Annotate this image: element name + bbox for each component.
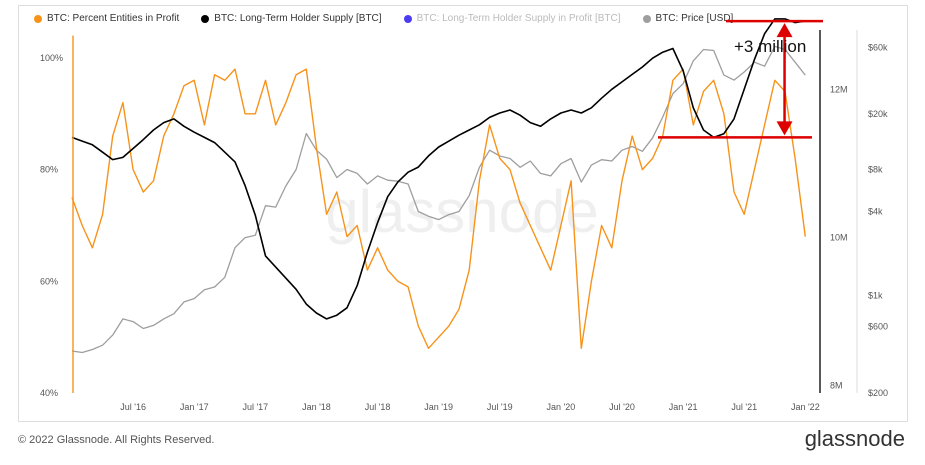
y-left-tick-label: 100% [40, 53, 63, 63]
x-tick-label: Jul '20 [609, 402, 635, 412]
chart-card [18, 5, 908, 422]
x-tick-label: Jul '18 [365, 402, 391, 412]
watermark-text: glassnode [325, 178, 599, 245]
legend-item-lth-supply-in-profit[interactable]: BTC: Long-Term Holder Supply in Profit [… [403, 13, 621, 24]
legend-item-percent-in-profit[interactable]: BTC: Percent Entities in Profit [34, 13, 179, 24]
x-tick-label: Jul '19 [487, 402, 513, 412]
series-line-supply [71, 18, 806, 320]
y-left-tick-label: 40% [40, 388, 58, 398]
y-left-tick-label: 60% [40, 276, 58, 286]
legend-dot-icon [642, 14, 651, 23]
y-supply-tick-label: 8M [830, 381, 843, 391]
annotation-arrow-up-icon [776, 23, 793, 38]
y-price-tick-label: $200 [868, 388, 888, 398]
legend-label: BTC: Price [USD] [655, 13, 734, 24]
x-tick-label: Jan '18 [302, 402, 331, 412]
legend-dot-icon [403, 14, 412, 23]
legend-label: BTC: Long-Term Holder Supply [BTC] [214, 13, 382, 24]
x-tick-label: Jul '17 [242, 402, 268, 412]
x-tick-label: Jul '16 [120, 402, 146, 412]
legend-dot-icon [34, 14, 42, 23]
legend-item-price[interactable]: BTC: Price [USD] [642, 13, 734, 24]
x-tick-label: Jan '21 [669, 402, 698, 412]
y-price-tick-label: $8k [868, 165, 883, 175]
x-tick-label: Jan '20 [547, 402, 576, 412]
y-price-tick-label: $20k [868, 109, 888, 119]
y-price-tick-label: $1k [868, 290, 883, 300]
x-tick-label: Jan '22 [791, 402, 820, 412]
copyright-text: © 2022 Glassnode. All Rights Reserved. [18, 434, 215, 446]
x-tick-label: Jan '17 [180, 402, 209, 412]
y-price-tick-label: $60k [868, 42, 888, 52]
y-price-tick-label: $4k [868, 207, 883, 217]
y-left-tick-label: 80% [40, 165, 58, 175]
annotation-label: +3 million [734, 37, 806, 56]
annotation-arrow-down-icon [776, 121, 793, 136]
legend-label: BTC: Percent Entities in Profit [47, 13, 180, 24]
y-price-tick-label: $600 [868, 321, 888, 331]
x-tick-label: Jan '19 [424, 402, 453, 412]
y-supply-tick-label: 10M [830, 232, 848, 242]
series-line-price [71, 45, 806, 354]
y-supply-tick-label: 12M [830, 84, 848, 94]
legend-label: BTC: Long-Term Holder Supply in Profit [… [416, 13, 621, 24]
chart-legend: BTC: Percent Entities in Profit BTC: Lon… [34, 13, 755, 24]
legend-item-lth-supply[interactable]: BTC: Long-Term Holder Supply [BTC] [201, 13, 382, 24]
glassnode-logo: glassnode [804, 426, 905, 451]
legend-dot-icon [201, 14, 210, 23]
x-tick-label: Jul '21 [731, 402, 757, 412]
